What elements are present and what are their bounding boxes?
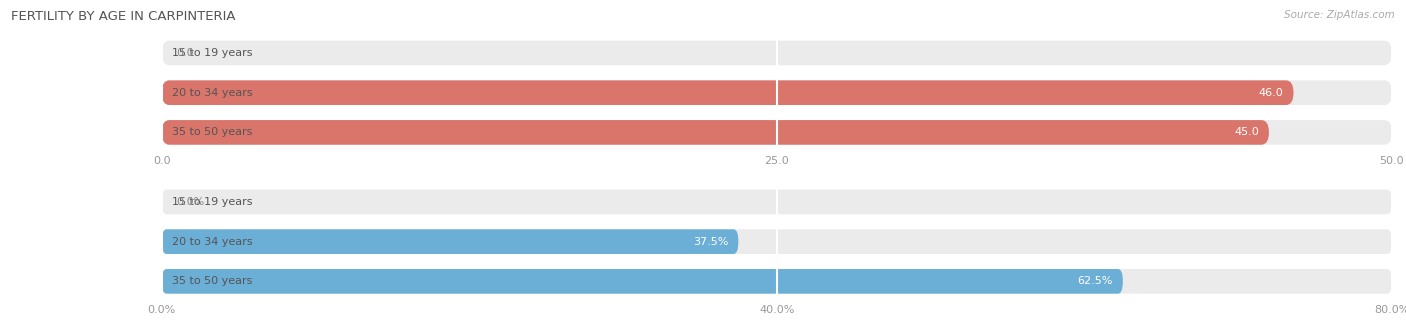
FancyBboxPatch shape: [162, 120, 1392, 145]
Text: 37.5%: 37.5%: [693, 237, 728, 247]
Text: 20 to 34 years: 20 to 34 years: [172, 237, 252, 247]
FancyBboxPatch shape: [162, 190, 1392, 214]
FancyBboxPatch shape: [162, 229, 1392, 254]
Text: 0.0: 0.0: [177, 48, 194, 58]
Text: 35 to 50 years: 35 to 50 years: [172, 276, 252, 286]
Text: 15 to 19 years: 15 to 19 years: [172, 48, 252, 58]
Text: 35 to 50 years: 35 to 50 years: [172, 127, 252, 137]
FancyBboxPatch shape: [162, 229, 738, 254]
FancyBboxPatch shape: [162, 269, 1123, 294]
Text: 20 to 34 years: 20 to 34 years: [172, 88, 252, 98]
FancyBboxPatch shape: [162, 120, 1268, 145]
Text: 46.0: 46.0: [1258, 88, 1284, 98]
Text: 0.0%: 0.0%: [177, 197, 205, 207]
Text: 45.0: 45.0: [1234, 127, 1260, 137]
Text: 62.5%: 62.5%: [1077, 276, 1114, 286]
FancyBboxPatch shape: [162, 41, 1392, 65]
FancyBboxPatch shape: [162, 80, 1392, 105]
FancyBboxPatch shape: [162, 80, 1294, 105]
Text: FERTILITY BY AGE IN CARPINTERIA: FERTILITY BY AGE IN CARPINTERIA: [11, 10, 236, 23]
Text: Source: ZipAtlas.com: Source: ZipAtlas.com: [1284, 10, 1395, 20]
FancyBboxPatch shape: [162, 269, 1392, 294]
Text: 15 to 19 years: 15 to 19 years: [172, 197, 252, 207]
